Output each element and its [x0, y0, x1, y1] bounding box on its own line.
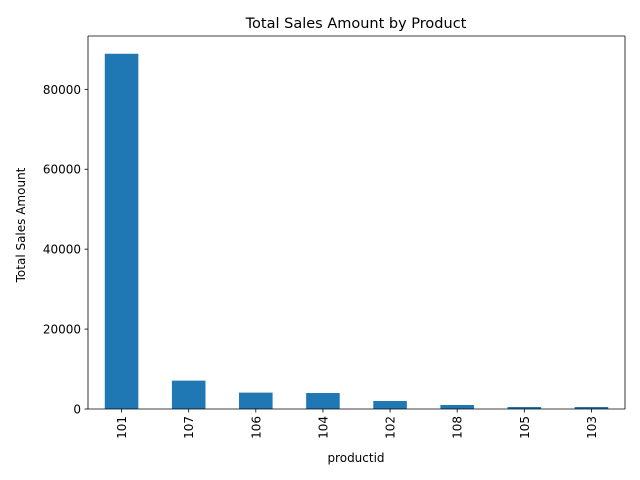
bar-104: [306, 393, 340, 409]
x-axis-label: productid: [327, 451, 384, 465]
bar-105: [507, 407, 542, 409]
ticks-layer: 0 20000 40000 60000 80000 101 107 106 104 102 108 1…: [43, 83, 599, 439]
y-tick-label: 40000: [43, 243, 81, 257]
x-tick-label: 106: [249, 416, 263, 439]
x-tick-label: 104: [316, 416, 330, 439]
y-tick-label: 0: [73, 403, 81, 417]
bar-106: [239, 392, 273, 409]
x-tick-label: 108: [451, 416, 465, 439]
x-tick-label: 103: [585, 416, 599, 439]
y-axis-label: Total Sales Amount: [14, 167, 28, 283]
x-tick-label: 107: [182, 416, 196, 439]
bar-103: [574, 407, 609, 409]
y-tick-label: 20000: [43, 323, 81, 337]
chart-title: Total Sales Amount by Product: [245, 16, 467, 32]
x-tick-label: 105: [518, 416, 532, 439]
bar-108: [440, 405, 474, 409]
x-tick-label: 102: [384, 416, 398, 439]
bar-107: [171, 380, 206, 409]
axes-layer: [87, 35, 626, 410]
y-tick-label: 60000: [43, 163, 81, 177]
x-tick-label: 101: [115, 416, 129, 439]
y-tick-label: 80000: [43, 83, 81, 97]
bars-layer: [104, 53, 609, 409]
bar-102: [373, 401, 407, 409]
bar-101: [104, 53, 139, 409]
